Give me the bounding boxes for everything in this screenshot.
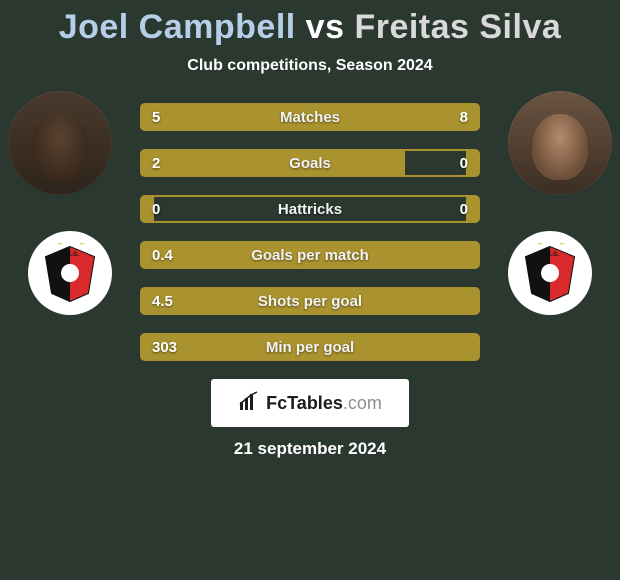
title-vs: vs bbox=[306, 8, 355, 46]
bar-fill-left bbox=[140, 149, 405, 177]
page-title: Joel Campbell vs Freitas Silva bbox=[0, 8, 620, 47]
source-brand-strong: FcTables bbox=[266, 393, 343, 413]
bar-fill-left bbox=[140, 195, 154, 223]
source-brand-light: .com bbox=[343, 393, 382, 413]
svg-text:★: ★ bbox=[558, 243, 566, 247]
shield-icon: A.C.G. ★ ★ bbox=[520, 243, 580, 303]
stat-label: Hattricks bbox=[140, 195, 480, 223]
bar-fill-left bbox=[140, 241, 480, 269]
title-player-2: Freitas Silva bbox=[354, 8, 561, 46]
svg-text:★: ★ bbox=[56, 243, 64, 247]
bar-fill-right bbox=[466, 195, 480, 223]
stat-row: 4.5Shots per goal bbox=[140, 287, 480, 315]
svg-text:★: ★ bbox=[536, 243, 544, 247]
comparison-infographic: Joel Campbell vs Freitas Silva Club comp… bbox=[0, 0, 620, 580]
bar-border bbox=[140, 195, 480, 223]
bar-fill-left bbox=[140, 333, 480, 361]
club-badge-right: A.C.G. ★ ★ bbox=[508, 231, 592, 315]
club-badge-left: A.C.G. ★ ★ bbox=[28, 231, 112, 315]
stat-row: 00Hattricks bbox=[140, 195, 480, 223]
bar-fill-right bbox=[466, 149, 480, 177]
date-label: 21 september 2024 bbox=[0, 439, 620, 459]
bar-fill-left bbox=[140, 287, 480, 315]
subtitle: Club competitions, Season 2024 bbox=[0, 57, 620, 75]
stat-row: 20Goals bbox=[140, 149, 480, 177]
shield-icon: A.C.G. ★ ★ bbox=[40, 243, 100, 303]
stat-row: 0.4Goals per match bbox=[140, 241, 480, 269]
stat-row: 58Matches bbox=[140, 103, 480, 131]
player-right-avatar bbox=[508, 91, 612, 195]
bar-fill-right bbox=[269, 103, 480, 131]
chart-icon bbox=[238, 390, 260, 417]
source-text: FcTables.com bbox=[266, 393, 382, 414]
source-badge: FcTables.com bbox=[211, 379, 409, 427]
stat-row: 303Min per goal bbox=[140, 333, 480, 361]
svg-text:A.C.G.: A.C.G. bbox=[61, 252, 80, 258]
svg-text:★: ★ bbox=[78, 243, 86, 247]
content-area: A.C.G. ★ ★ A.C.G. ★ ★ 58Matches 20Goals 00… bbox=[0, 103, 620, 361]
bar-fill-left bbox=[140, 103, 269, 131]
stat-bars: 58Matches 20Goals 00Hattricks 0.4Goals per … bbox=[140, 103, 480, 361]
title-player-1: Joel Campbell bbox=[59, 8, 296, 46]
player-left-avatar bbox=[8, 91, 112, 195]
svg-text:A.C.G.: A.C.G. bbox=[541, 252, 560, 258]
